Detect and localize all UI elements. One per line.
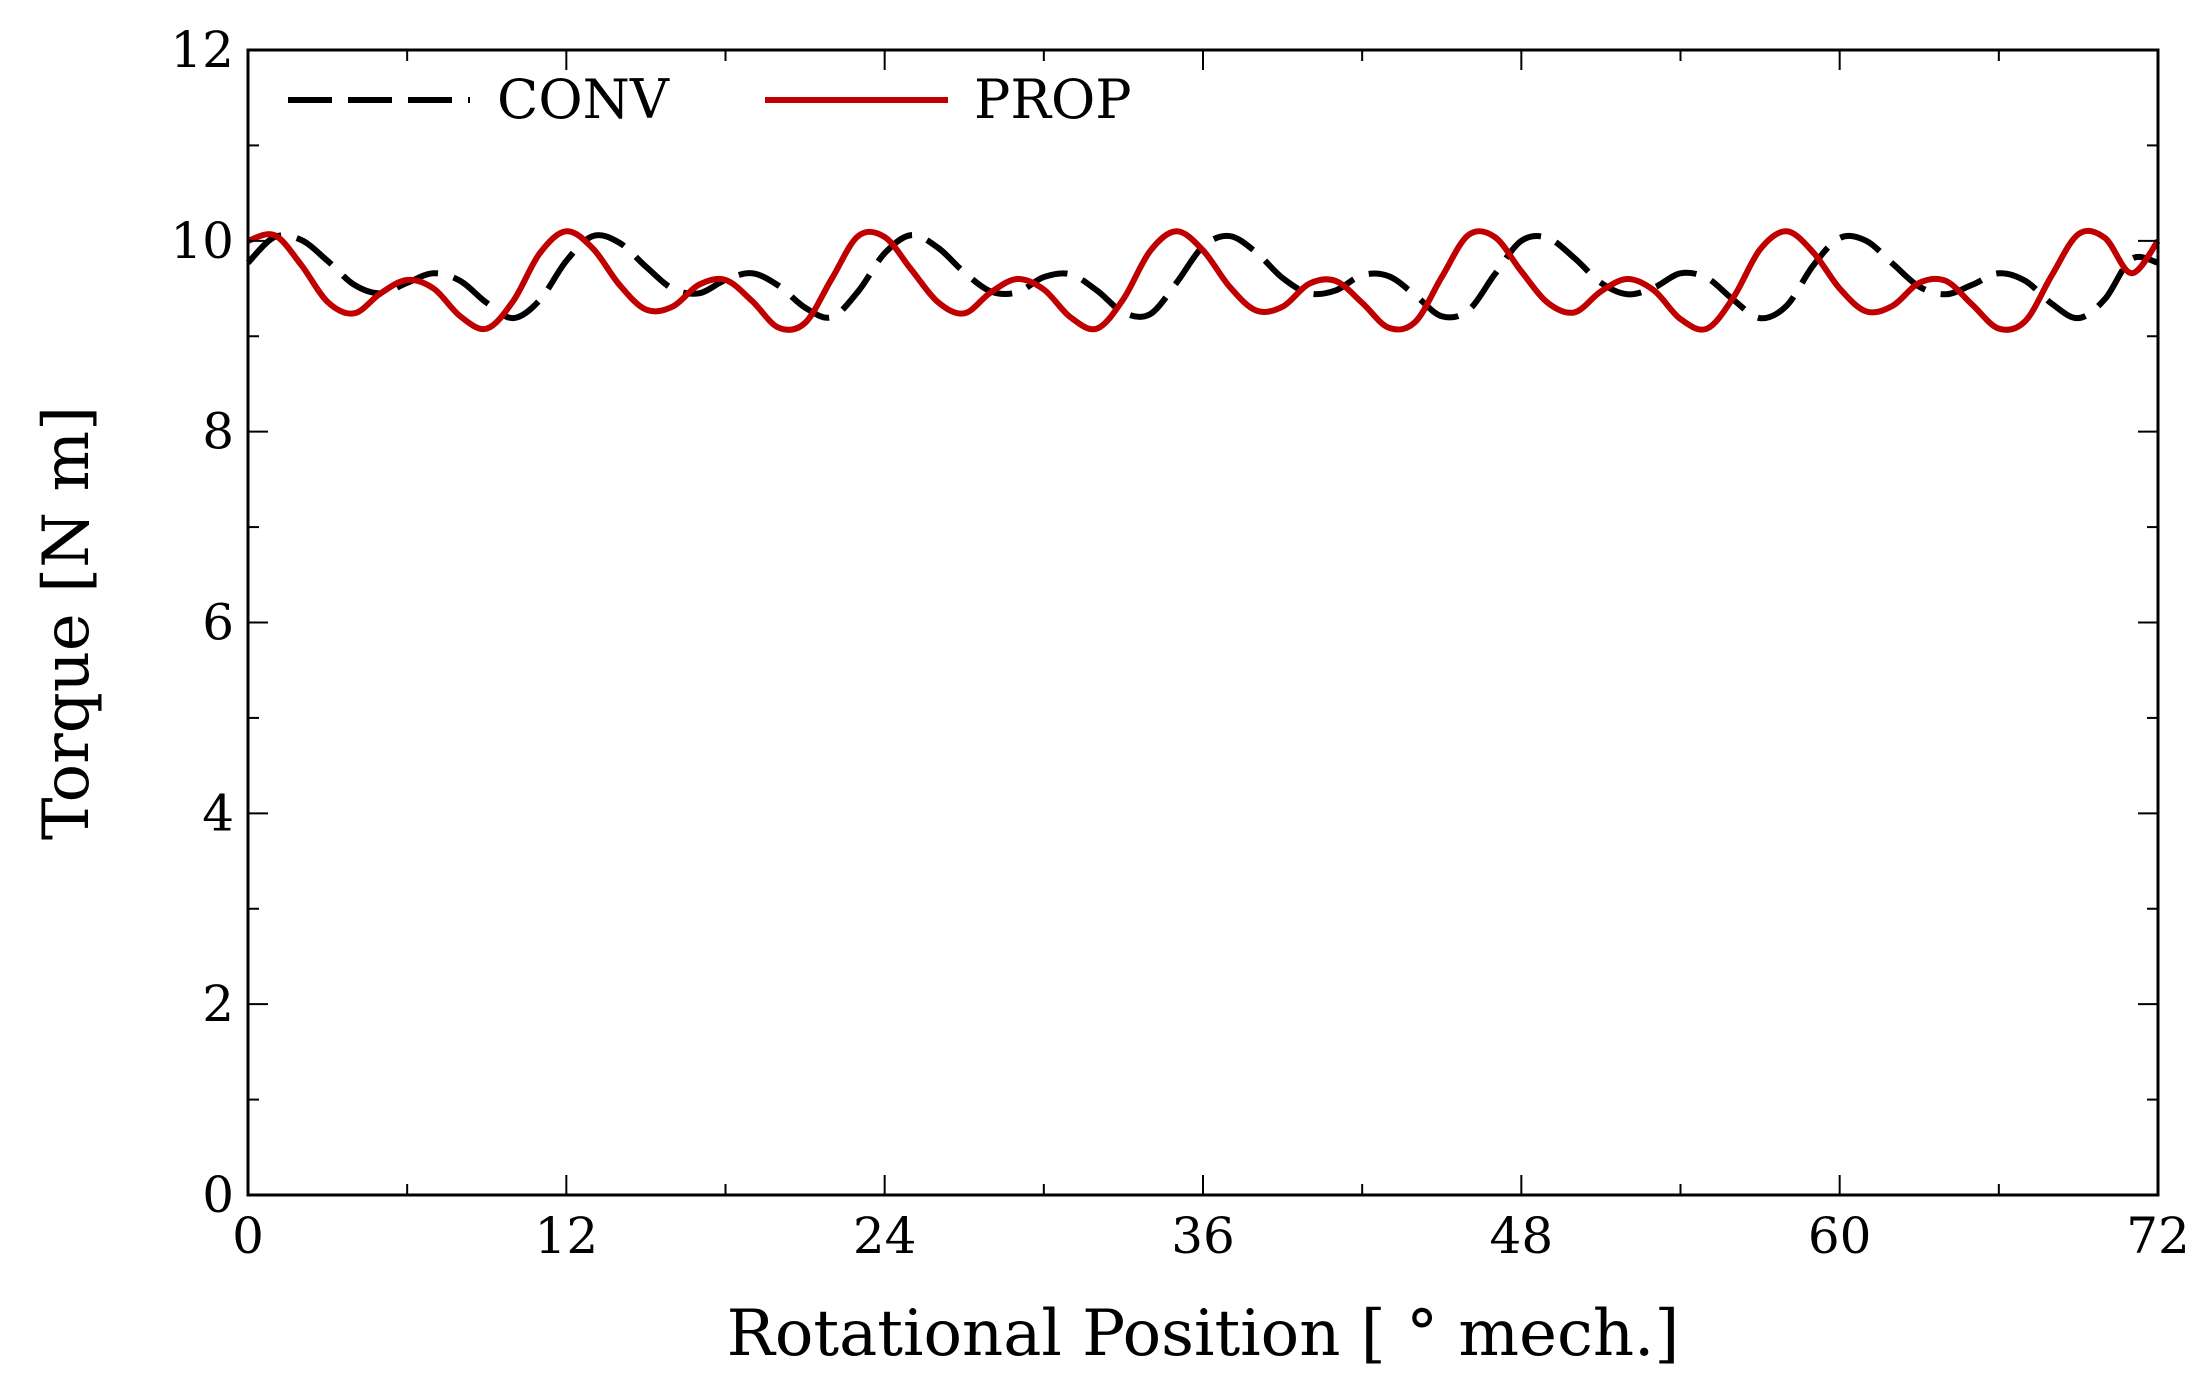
y-tick-label: 10 — [170, 212, 234, 270]
plot-frame — [246, 48, 2160, 1197]
x-tick-label: 60 — [1808, 1207, 1872, 1265]
x-tick-label: 12 — [535, 1207, 599, 1265]
y-tick-label: 0 — [202, 1166, 234, 1224]
x-tick-label: 72 — [2126, 1207, 2190, 1265]
series-layer — [245, 227, 2161, 333]
series-line-prop — [247, 227, 2161, 333]
legend-label-prop: PROP — [974, 68, 1132, 131]
y-tick-label: 4 — [202, 784, 234, 842]
y-axis-title: Torque [N m] — [30, 406, 104, 840]
legend-label-conv: CONV — [497, 68, 670, 131]
y-tick-label: 2 — [202, 975, 234, 1033]
x-axis-title: Rotational Position [ ° mech.] — [727, 1297, 1680, 1371]
series-line-conv — [245, 232, 2159, 322]
x-tick-label: 0 — [232, 1207, 264, 1265]
y-tick-label: 8 — [202, 403, 234, 461]
y-tick-label: 12 — [170, 21, 234, 79]
x-tick-label: 36 — [1171, 1207, 1235, 1265]
x-tick-label: 48 — [1490, 1207, 1554, 1265]
legend: CONV PROP — [288, 68, 1132, 131]
y-tick-label: 6 — [202, 594, 234, 652]
x-tick-label: 24 — [853, 1207, 917, 1265]
